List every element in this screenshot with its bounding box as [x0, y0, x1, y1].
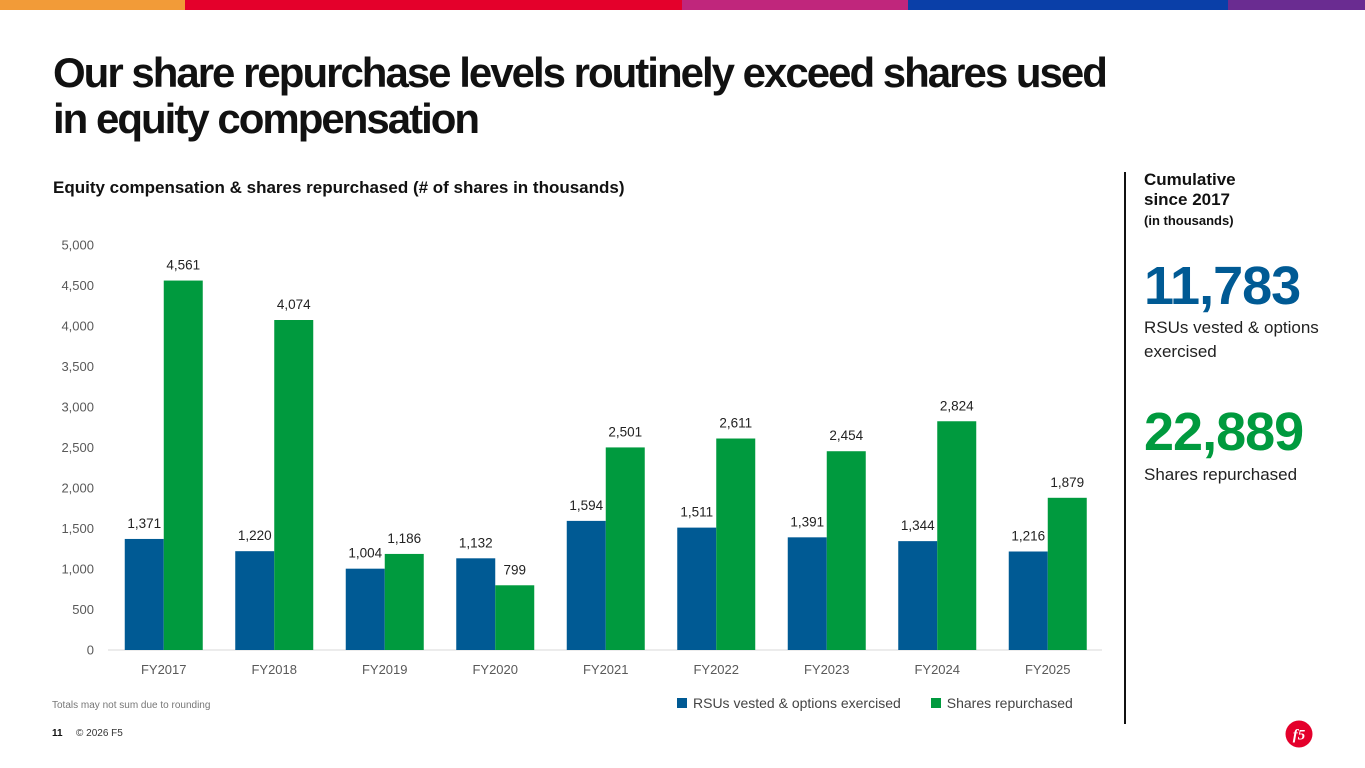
x-tick-label: FY2021 [583, 662, 629, 677]
y-tick-label: 1,500 [61, 521, 94, 536]
x-tick-label: FY2022 [693, 662, 739, 677]
x-tick-label: FY2017 [141, 662, 187, 677]
copyright: © 2026 F5 [76, 728, 123, 739]
sidebar-subheading: (in thousands) [1144, 213, 1234, 228]
bar-repurchase [937, 421, 977, 650]
stat-rsu-value: 11,783 [1144, 256, 1301, 316]
y-tick-label: 3,000 [61, 400, 94, 415]
bar-repurchase [1047, 497, 1087, 650]
data-label-repurchase: 4,561 [166, 258, 200, 273]
accent-orange [0, 0, 185, 10]
y-tick-label: 2,000 [61, 481, 94, 496]
y-tick-label: 500 [72, 602, 94, 617]
y-tick-label: 2,500 [61, 440, 94, 455]
f5-logo: f5 [1285, 720, 1313, 748]
page-number: 11 [52, 728, 63, 739]
data-label-rsu: 1,511 [680, 505, 713, 520]
accent-purple [1228, 0, 1365, 10]
sidebar-divider [1124, 172, 1126, 724]
data-label-rsu: 1,132 [459, 535, 493, 550]
data-label-rsu: 1,594 [569, 498, 603, 513]
bar-rsu [124, 538, 164, 650]
y-tick-label: 5,000 [61, 238, 94, 253]
legend-swatch-repurchase [930, 698, 941, 708]
bar-rsu [787, 537, 827, 650]
bar-rsu [566, 520, 606, 650]
chart-legend: RSUs vested & options exercised Shares r… [677, 695, 1073, 711]
stat-rsu-label: RSUs vested & options exercised [1144, 318, 1319, 361]
bar-repurchase [163, 280, 203, 650]
accent-magenta [682, 0, 908, 10]
bar-rsu [677, 527, 717, 650]
data-label-rsu: 1,344 [901, 518, 935, 533]
bar-rsu [1008, 551, 1048, 650]
bar-repurchase [826, 451, 866, 650]
data-label-repurchase: 4,074 [277, 297, 311, 312]
data-label-rsu: 1,391 [790, 514, 824, 529]
legend-item-rsu: RSUs vested & options exercised [677, 695, 901, 711]
x-tick-label: FY2023 [804, 662, 850, 677]
x-tick-label: FY2025 [1025, 662, 1071, 677]
data-label-repurchase: 1,879 [1050, 475, 1084, 490]
bar-repurchase [605, 447, 645, 650]
top-accent-bar [0, 0, 1365, 10]
data-label-repurchase: 2,611 [719, 416, 752, 431]
data-label-repurchase: 2,824 [940, 398, 974, 413]
data-label-rsu: 1,220 [238, 528, 272, 543]
y-tick-label: 4,500 [61, 278, 94, 293]
bar-rsu [235, 551, 275, 650]
x-tick-label: FY2018 [251, 662, 297, 677]
accent-red [185, 0, 682, 10]
bar-rsu [898, 541, 938, 650]
legend-label-rsu: RSUs vested & options exercised [693, 695, 901, 711]
f5-logo-text: f5 [1293, 728, 1306, 744]
stat-repurchase-value: 22,889 [1144, 402, 1304, 462]
data-label-rsu: 1,216 [1011, 529, 1045, 544]
data-label-repurchase: 799 [503, 562, 526, 577]
sidebar-heading: Cumulative since 2017 [1144, 170, 1236, 209]
bar-repurchase [716, 438, 756, 650]
bar-repurchase [384, 553, 424, 650]
bar-rsu [456, 558, 496, 650]
data-label-rsu: 1,004 [348, 546, 382, 561]
x-tick-label: FY2019 [362, 662, 408, 677]
legend-swatch-rsu [677, 698, 687, 708]
bar-rsu [345, 568, 385, 650]
accent-blue [908, 0, 1228, 10]
data-label-rsu: 1,371 [127, 516, 161, 531]
data-label-repurchase: 2,454 [829, 428, 863, 443]
y-tick-label: 4,000 [61, 319, 94, 334]
y-tick-label: 3,500 [61, 359, 94, 374]
bar-repurchase [274, 320, 314, 650]
data-label-repurchase: 1,186 [387, 531, 421, 546]
footnote: Totals may not sum due to rounding [52, 700, 211, 711]
legend-label-repurchase: Shares repurchased [946, 695, 1073, 711]
y-tick-label: 1,000 [61, 562, 94, 577]
bar-chart: 0 500 1,000 1,500 2,000 2,500 3,000 3,500 4,000 4… [61, 238, 1102, 677]
y-tick-label: 0 [87, 643, 94, 658]
stat-repurchase-label: Shares repurchased [1144, 465, 1298, 484]
chart-title: Equity compensation & shares repurchased… [53, 178, 625, 197]
legend-item-repurchase: Shares repurchased [930, 695, 1073, 711]
slide-title: Our share repurchase levels routinely ex… [53, 49, 1108, 142]
data-label-repurchase: 2,501 [608, 424, 642, 439]
bar-repurchase [495, 585, 535, 650]
x-tick-label: FY2024 [914, 662, 960, 677]
x-tick-label: FY2020 [472, 662, 518, 677]
